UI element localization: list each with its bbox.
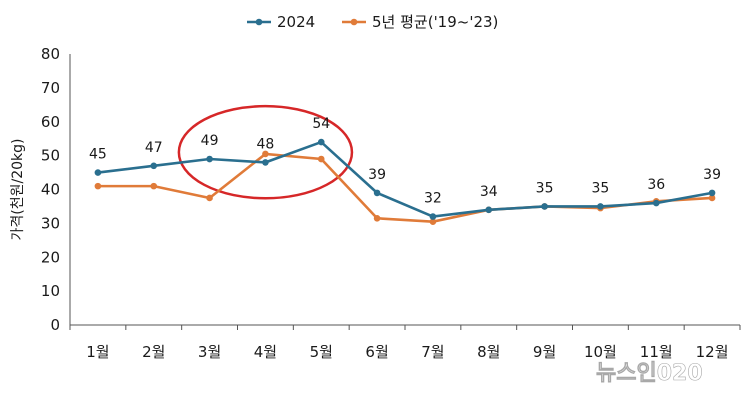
x-tick-label: 8월: [477, 343, 500, 361]
legend-marker-0: [255, 18, 263, 26]
watermark: 뉴스인020: [596, 361, 703, 386]
legend-marker-1: [350, 18, 358, 26]
y-tick-label: 40: [41, 181, 60, 199]
x-tick-label: 1월: [86, 343, 109, 361]
series-point-0: [373, 189, 381, 197]
series-point-0: [94, 169, 102, 176]
series-point-1: [708, 194, 716, 202]
y-tick-label: 60: [41, 113, 60, 131]
series-point-1: [373, 214, 381, 222]
series-point-0: [708, 189, 716, 197]
series-point-0: [429, 213, 437, 220]
y-axis-label: 가격(천원/20kg): [10, 139, 26, 241]
series-point-0: [317, 138, 325, 146]
y-tick-label: 50: [41, 147, 60, 165]
data-label: 49: [201, 133, 219, 149]
y-tick-label: 10: [41, 282, 60, 300]
data-label: 45: [89, 147, 107, 163]
x-tick-label: 10월: [584, 343, 617, 361]
series-point-1: [94, 182, 102, 190]
series-point-0: [541, 203, 548, 210]
data-label: 35: [592, 180, 610, 196]
x-tick-label: 9월: [533, 343, 556, 361]
x-tick-label: 12월: [696, 343, 729, 361]
legend: 2024 5년 평균('19~'23): [247, 13, 498, 31]
x-tick-label: 11월: [640, 343, 673, 361]
x-tick-label: 5월: [310, 343, 333, 361]
data-label: 39: [368, 167, 386, 183]
series-point-1: [317, 155, 325, 163]
data-label: 35: [536, 180, 554, 196]
x-tick-label: 3월: [198, 343, 221, 361]
series-point-0: [206, 155, 213, 163]
series-line-0: [97, 140, 713, 218]
series-point-1: [262, 150, 269, 158]
series-point-1: [206, 194, 213, 202]
series-point-0: [652, 199, 660, 207]
y-tick-label: 70: [41, 79, 60, 97]
data-label: 48: [257, 136, 275, 152]
series-point-1: [429, 218, 437, 225]
data-label: 34: [480, 184, 498, 200]
data-label: 54: [312, 116, 330, 132]
y-tick-label: 30: [41, 214, 60, 232]
series-line-1: [97, 152, 713, 223]
y-tick-label: 20: [41, 248, 60, 266]
series-point-0: [597, 203, 604, 210]
series-point-0: [262, 159, 269, 166]
x-tick-label: 2월: [142, 343, 165, 361]
series-point-0: [150, 162, 158, 170]
legend-label-1: 5년 평균('19~'23): [372, 13, 498, 31]
data-label: 39: [703, 167, 721, 183]
x-tick-label: 7월: [421, 343, 444, 361]
x-tick-label: 4월: [254, 343, 277, 361]
highlight-ellipse: [177, 104, 354, 200]
series-point-1: [150, 182, 158, 190]
legend-label-0: 2024: [277, 13, 315, 31]
plot-area: 0 10 20 30 40 50 60 70 80 1월 2월 3월 4월 5월 6월 7월 8월 9월 10월 11…: [41, 45, 741, 361]
y-tick-label: 80: [41, 45, 60, 63]
data-label: 32: [424, 191, 442, 207]
series-point-0: [485, 206, 493, 214]
data-label: 36: [647, 177, 665, 193]
x-tick-label: 6월: [365, 343, 388, 361]
data-label: 47: [145, 140, 163, 156]
y-tick-label: 0: [50, 316, 60, 334]
